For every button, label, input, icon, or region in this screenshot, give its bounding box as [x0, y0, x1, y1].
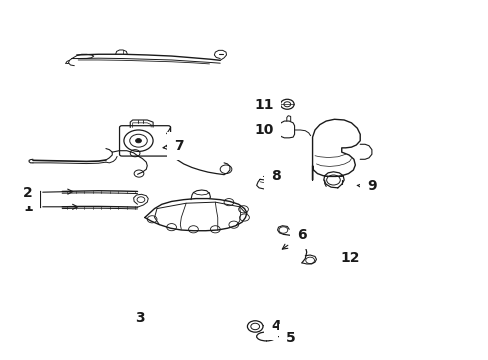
Text: 9: 9 [356, 179, 376, 193]
Text: 1: 1 [23, 200, 78, 214]
Text: 12: 12 [340, 251, 360, 265]
Text: 10: 10 [254, 123, 273, 137]
Text: 6: 6 [282, 228, 306, 249]
Text: 2: 2 [23, 185, 73, 199]
Text: 3: 3 [135, 310, 144, 324]
Text: 5: 5 [278, 331, 295, 345]
Text: 11: 11 [254, 98, 273, 112]
Text: 7: 7 [163, 139, 183, 153]
Text: 4: 4 [264, 319, 281, 333]
Text: 8: 8 [264, 170, 281, 184]
Circle shape [135, 139, 141, 143]
